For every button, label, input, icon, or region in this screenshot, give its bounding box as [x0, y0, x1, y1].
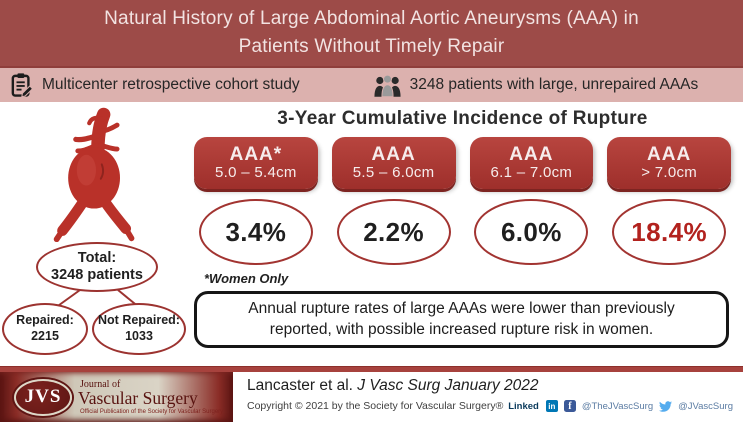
copyright-text: Copyright © 2021 by the Society for Vasc… [247, 400, 504, 412]
aorta-illustration [53, 107, 135, 242]
not-repaired-label: Not Repaired: [98, 313, 180, 328]
group-box-3: AAA 6.1 – 7.0cm [469, 137, 594, 189]
journal-line2: Vascular Surgery [78, 388, 198, 409]
separator-bar [0, 366, 743, 372]
group-box-4: AAA > 7.0cm [607, 137, 731, 189]
twitter-icon [659, 400, 673, 412]
population-text: 3248 patients with large, unrepaired AAA… [409, 76, 699, 93]
not-repaired-bubble: Not Repaired: 1033 [92, 303, 186, 355]
section-heading: 3-Year Cumulative Incidence of Rupture [277, 108, 648, 129]
linkedin-icon: in [545, 400, 558, 412]
total-label: Total: [77, 249, 117, 266]
study-type-text: Multicenter retrospective cohort study [42, 76, 300, 93]
main-content: Total: 3248 patients Repaired: 2215 Not … [0, 102, 743, 366]
rate-oval-3: 6.0% [474, 199, 589, 265]
social-links: Linked in f @TheJVascSurg @JVascSurg [508, 400, 733, 412]
not-repaired-value: 1033 [125, 329, 153, 343]
group-size-range: 6.1 – 7.0cm [490, 164, 573, 182]
citation-authors: Lancaster et al. [247, 377, 358, 394]
rate-oval-1: 3.4% [198, 199, 313, 265]
footer-citation-area: Lancaster et al. J Vasc Surg January 202… [233, 372, 743, 422]
group-size-range: 5.0 – 5.4cm [215, 164, 297, 182]
group-label: AAA [509, 143, 554, 165]
study-bar: Multicenter retrospective cohort study 3… [0, 66, 743, 102]
people-icon [374, 72, 401, 98]
repaired-value: 2215 [31, 329, 59, 343]
group-boxes-row: AAA* 5.0 – 5.4cm AAA 5.5 – 6.0cm AAA 6.1… [190, 137, 735, 189]
total-value: 3248 patients [51, 267, 143, 283]
group-label: AAA [647, 143, 692, 165]
linkedin-wordmark: Linked [508, 400, 539, 412]
women-only-footnote: *Women Only [204, 271, 289, 286]
citation: Lancaster et al. J Vasc Surg January 202… [247, 377, 733, 395]
journal-name: Journal of Vascular Surgery Official Pub… [78, 379, 223, 415]
total-patients-bubble: Total: 3248 patients [36, 242, 158, 292]
incidence-section: 3-Year Cumulative Incidence of Rupture A… [188, 102, 743, 366]
group-label: AAA [371, 143, 416, 165]
group-box-2: AAA 5.5 – 6.0cm [331, 137, 456, 189]
group-size-range: 5.5 – 6.0cm [352, 164, 435, 182]
jvs-logo: JVS Journal of Vascular Surgery Official… [0, 372, 233, 422]
clipboard-pencil-icon [11, 72, 33, 99]
title-bar: Natural History of Large Abdominal Aorti… [0, 0, 743, 66]
citation-journal: J Vasc Surg January 2022 [357, 377, 539, 394]
jvs-oval-badge: JVS [14, 378, 72, 416]
group-size-range: > 7.0cm [641, 164, 698, 182]
repaired-label: Repaired: [16, 313, 74, 328]
conclusion-box: Annual rupture rates of large AAAs were … [194, 291, 729, 348]
facebook-handle: @TheJVascSurg [581, 400, 654, 412]
rate-oval-4: 18.4% [612, 199, 727, 265]
journal-tagline: Official Publication of the Society for … [80, 408, 224, 415]
group-label: AAA* [229, 143, 283, 165]
footer: JVS Journal of Vascular Surgery Official… [0, 372, 743, 422]
twitter-handle: @JVascSurg [678, 400, 733, 412]
footer-bottom-row: Copyright © 2021 by the Society for Vasc… [247, 400, 733, 412]
page-title: Natural History of Large Abdominal Aorti… [104, 8, 639, 57]
rate-ovals-row: 3.4% 2.2% 6.0% 18.4% [190, 199, 735, 265]
facebook-icon: f [563, 400, 576, 412]
rate-oval-2: 2.2% [336, 199, 451, 265]
group-box-1: AAA* 5.0 – 5.4cm [194, 137, 318, 189]
repaired-bubble: Repaired: 2215 [2, 303, 88, 355]
journal-line1: Journal of [80, 379, 121, 391]
cohort-panel: Total: 3248 patients Repaired: 2215 Not … [0, 102, 188, 366]
